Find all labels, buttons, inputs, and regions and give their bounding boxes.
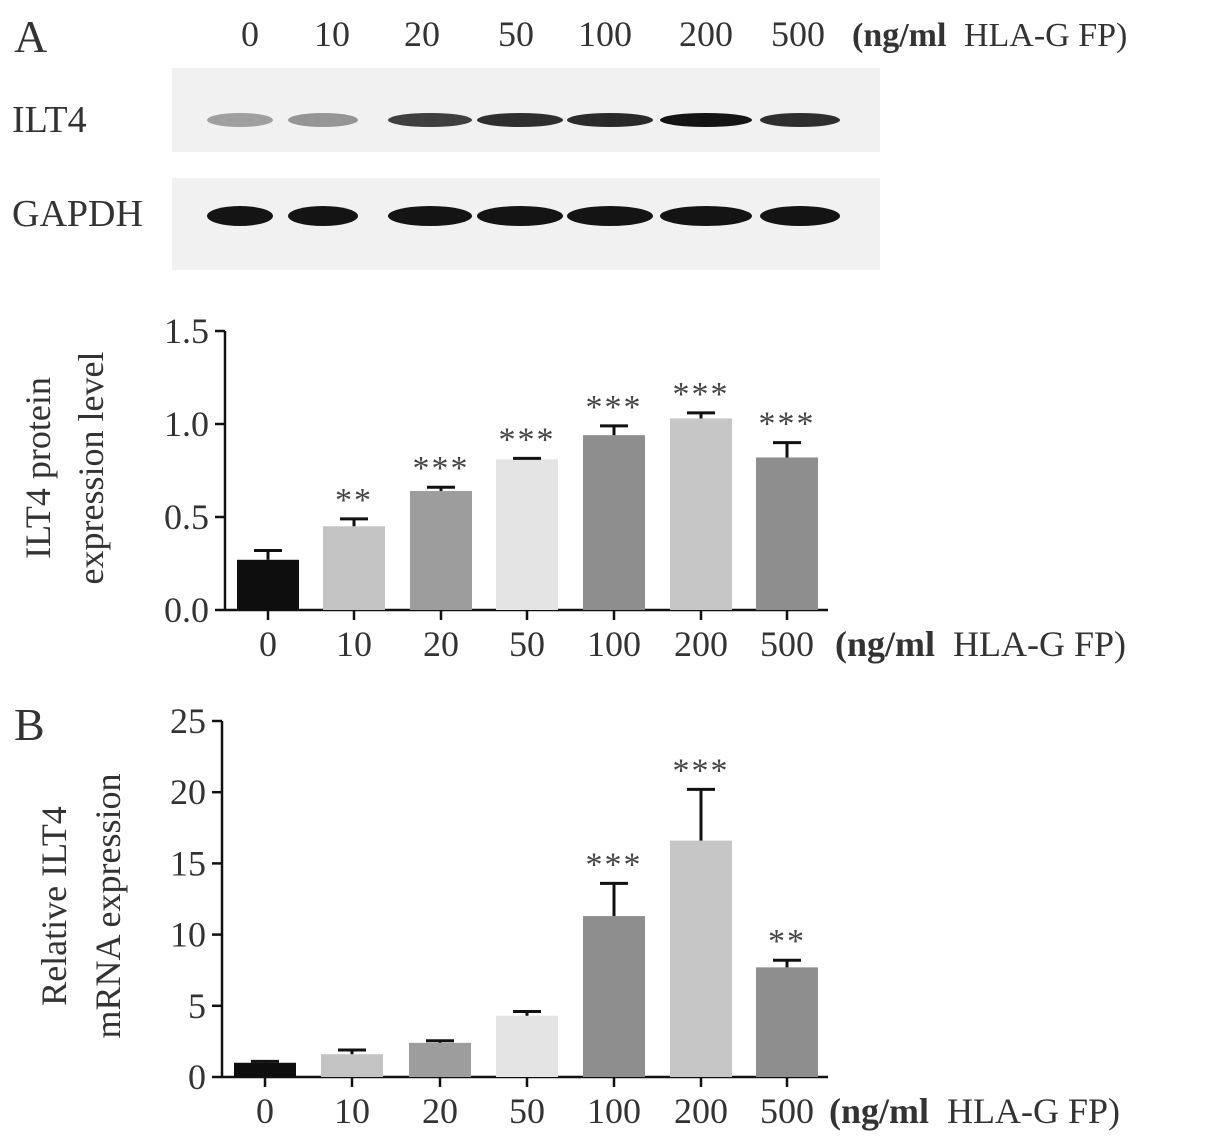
- chart-mrna-y-tick-label: 20: [170, 772, 206, 812]
- blot-band-gapdh: [567, 206, 653, 226]
- chart-mrna-bar: [496, 1015, 558, 1077]
- chart-protein-bar: [496, 459, 558, 610]
- chart-mrna-y-tick-label: 10: [170, 915, 206, 955]
- chart-mrna-y-tick-label: 25: [170, 701, 206, 741]
- chart-protein-significance: ***: [413, 450, 470, 487]
- chart-mrna-xunit: (ng/ml HLA-G FP): [829, 1091, 1120, 1131]
- lane-labels: 0 10 20 50 100 200 500: [241, 14, 825, 54]
- blot-band-ilt4: [660, 113, 752, 127]
- chart-mrna-xunit-rest: HLA-G FP): [947, 1091, 1120, 1131]
- panel-a-blot: A 0 10 20 50 100 200 500 (ng/ml HLA-G FP) ILT4…: [12, 11, 1127, 270]
- chart-protein-bar: [583, 435, 645, 610]
- chart-mrna-x-tick-label: 50: [509, 1091, 545, 1131]
- chart-protein-significance: ***: [759, 406, 816, 443]
- chart-mrna-x-tick-label: 0: [256, 1091, 274, 1131]
- chart-mrna-ylabel-line1: Relative ILT4: [34, 806, 74, 1006]
- chart-protein-ylabel-line1: ILT4 protein: [18, 377, 58, 559]
- chart-mrna-bar: [670, 840, 732, 1077]
- chart-protein-bar: [237, 559, 299, 610]
- blot-band-gapdh: [288, 206, 358, 226]
- chart-protein-x-tick-label: 20: [423, 624, 459, 664]
- chart-protein-ylabel-line2: expression level: [71, 352, 111, 585]
- chart-mrna-bar: [321, 1054, 383, 1077]
- chart-mrna-x-tick-label: 100: [587, 1091, 641, 1131]
- chart-protein-x-tick-label: 100: [587, 624, 641, 664]
- chart-protein-y-tick-label: 0.5: [164, 497, 209, 537]
- chart-protein-bar: [410, 490, 472, 610]
- chart-protein: ILT4 protein expression level (ng/ml HLA…: [18, 311, 1126, 664]
- blot-strip-ilt4: [172, 68, 880, 152]
- chart-mrna: Relative ILT4 mRNA expression (ng/ml HLA…: [34, 701, 1120, 1131]
- chart-mrna-ylabel-line2: mRNA expression: [88, 774, 128, 1039]
- blot-band-ilt4: [207, 113, 273, 127]
- chart-protein-bar: [756, 457, 818, 610]
- chart-protein-xunit-rest: HLA-G FP): [953, 624, 1126, 664]
- chart-mrna-bar: [583, 916, 645, 1077]
- blot-unit-rest: HLA-G FP): [964, 17, 1127, 54]
- blot-band-gapdh: [388, 206, 472, 226]
- chart-protein-x-tick-label: 0: [259, 624, 277, 664]
- chart-protein-bar: [323, 526, 385, 610]
- lane-label: 10: [314, 14, 350, 54]
- chart-mrna-significance: **: [768, 923, 806, 960]
- chart-protein-y-tick-label: 0.0: [164, 590, 209, 630]
- blot-unit-bold: (ng/ml: [852, 17, 946, 54]
- lane-label: 50: [498, 14, 534, 54]
- chart-protein-y-tick-label: 1.0: [164, 404, 209, 444]
- lane-label: 500: [771, 14, 825, 54]
- chart-mrna-bar: [234, 1062, 296, 1077]
- blot-band-ilt4: [388, 113, 472, 127]
- chart-mrna-y-tick-label: 15: [170, 843, 206, 883]
- blot-band-gapdh: [207, 206, 273, 226]
- blot-band-gapdh: [477, 206, 563, 226]
- chart-protein-y-tick-label: 1.5: [164, 311, 209, 351]
- lane-label: 0: [241, 14, 259, 54]
- blot-bands: [207, 113, 840, 226]
- lane-label: 200: [679, 14, 733, 54]
- blot-band-ilt4: [760, 113, 840, 127]
- chart-mrna-x-tick-label: 200: [674, 1091, 728, 1131]
- blot-band-ilt4: [288, 113, 358, 127]
- blot-band-ilt4: [567, 113, 653, 127]
- lane-label: 20: [404, 14, 440, 54]
- chart-mrna-bar: [756, 967, 818, 1077]
- blot-name-ilt4: ILT4: [12, 99, 87, 141]
- chart-protein-significance: **: [335, 482, 373, 519]
- lane-label: 100: [578, 14, 632, 54]
- chart-protein-xunit: (ng/ml HLA-G FP): [835, 624, 1126, 664]
- blot-band-gapdh: [660, 206, 752, 226]
- panel-a-label: A: [14, 11, 47, 62]
- chart-mrna-y-tick-label: 5: [188, 986, 206, 1026]
- blot-band-ilt4: [477, 113, 563, 127]
- chart-protein-significance: ***: [499, 421, 556, 458]
- chart-mrna-bar: [409, 1042, 471, 1077]
- chart-protein-x-tick-label: 500: [760, 624, 814, 664]
- chart-protein-significance: ***: [673, 376, 730, 413]
- panel-b-label: B: [14, 699, 45, 750]
- chart-protein-significance: ***: [586, 389, 643, 426]
- chart-protein-xunit-bold: (ng/ml: [835, 624, 935, 664]
- blot-band-gapdh: [760, 206, 840, 226]
- blot-unit-label: (ng/ml HLA-G FP): [852, 17, 1127, 54]
- chart-protein-bar: [670, 418, 732, 610]
- chart-mrna-xunit-bold: (ng/ml: [829, 1091, 929, 1131]
- chart-protein-x-tick-label: 200: [674, 624, 728, 664]
- chart-mrna-y-tick-label: 0: [188, 1057, 206, 1097]
- chart-mrna-significance: ***: [586, 846, 643, 883]
- chart-mrna-significance: ***: [673, 752, 730, 789]
- chart-mrna-x-tick-label: 20: [422, 1091, 458, 1131]
- blot-name-gapdh: GAPDH: [12, 193, 143, 235]
- chart-mrna-x-tick-label: 500: [760, 1091, 814, 1131]
- chart-protein-x-tick-label: 10: [336, 624, 372, 664]
- chart-protein-x-tick-label: 50: [509, 624, 545, 664]
- chart-mrna-x-tick-label: 10: [334, 1091, 370, 1131]
